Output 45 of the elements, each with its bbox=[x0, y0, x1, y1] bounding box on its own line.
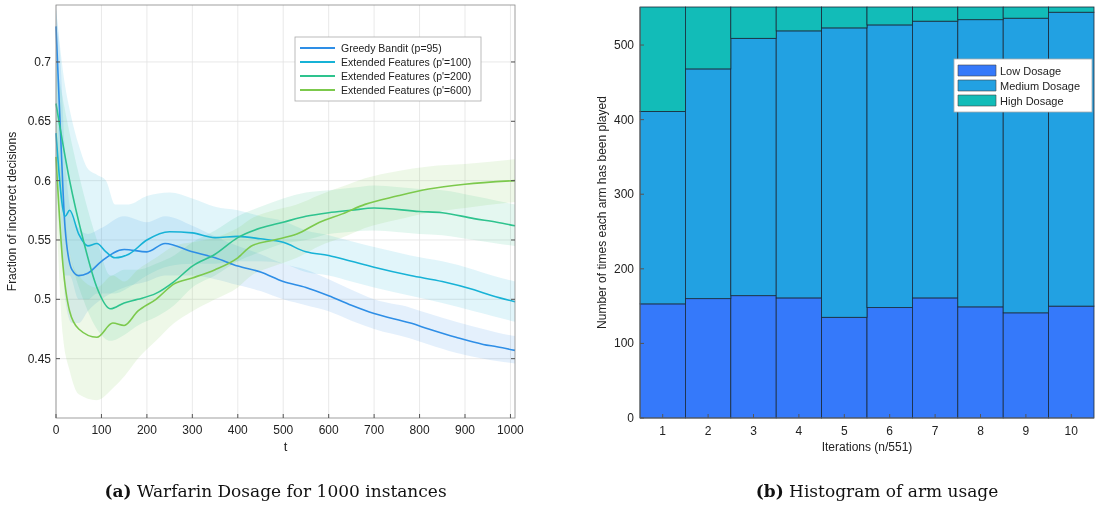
y-tick-label: 0 bbox=[627, 411, 635, 425]
x-tick-label: 2 bbox=[704, 424, 712, 438]
x-tick-label: 200 bbox=[136, 423, 158, 437]
y-tick-label: 0.5 bbox=[34, 292, 52, 307]
x-tick-label: 5 bbox=[840, 424, 848, 438]
x-tick-label: 1 bbox=[659, 424, 667, 438]
x-tick-label: 4 bbox=[795, 424, 803, 438]
y-tick-label: 0.7 bbox=[34, 54, 52, 69]
x-tick-label: 500 bbox=[273, 423, 294, 437]
x-tick-label: 100 bbox=[91, 423, 112, 437]
y-tick-label: 300 bbox=[613, 187, 635, 202]
y-tick-label: 0.65 bbox=[27, 114, 52, 129]
y-tick-label: 100 bbox=[613, 336, 635, 351]
x-tick-label: 6 bbox=[886, 424, 894, 438]
y-tick-label: 200 bbox=[613, 261, 635, 276]
x-tick-label: 9 bbox=[1022, 424, 1030, 438]
legend-label: Greedy Bandit (p=95) bbox=[341, 42, 442, 54]
x-tick-label: 300 bbox=[182, 423, 203, 437]
legend-label: Extended Features (p'=200) bbox=[341, 70, 472, 82]
y-tick-label: 500 bbox=[613, 38, 635, 53]
x-tick-label: 7 bbox=[931, 424, 939, 438]
legend-label: Low Dosage bbox=[1000, 64, 1062, 77]
y-axis-title: Fraction of incorrect decisions bbox=[5, 131, 19, 292]
legend-label: High Dosage bbox=[1000, 94, 1064, 107]
series-label: Medium Dosage bbox=[1000, 79, 1081, 92]
text: (b) Histogram of arm usage bbox=[755, 481, 999, 501]
y-tick-label: 0.45 bbox=[27, 351, 52, 366]
x-tick-label: 10 bbox=[1064, 424, 1079, 438]
legend-label: Extended Features (p'=600) bbox=[341, 84, 472, 96]
x-tick-label: 3 bbox=[750, 424, 758, 438]
x-tick-label: 600 bbox=[318, 423, 340, 437]
x-tick-label: 900 bbox=[454, 423, 476, 437]
x-tick-label: 700 bbox=[364, 423, 385, 437]
y-tick-label: 0.6 bbox=[34, 173, 52, 188]
x-tick-label: 400 bbox=[227, 423, 249, 437]
text: (a) Warfarin Dosage for 1000 instances bbox=[104, 481, 447, 501]
y-tick-label: 400 bbox=[613, 112, 635, 127]
x-axis-title: Iterations (n/551) bbox=[821, 440, 913, 454]
y-tick-label: 0.55 bbox=[27, 232, 52, 247]
legend-label: Extended Features (p'=100) bbox=[341, 56, 472, 68]
x-tick-label: 800 bbox=[409, 423, 430, 437]
x-tick-label: 1000 bbox=[497, 423, 525, 437]
x-tick-label: 8 bbox=[977, 424, 985, 438]
y-axis-title: Number of times each arm has been played bbox=[595, 96, 609, 329]
x-axis-title: t bbox=[283, 439, 288, 454]
